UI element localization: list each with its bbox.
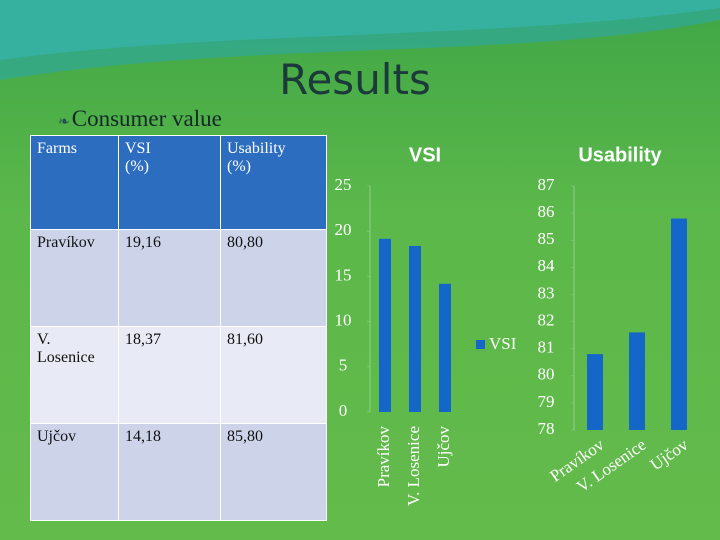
y-tick-label: 82	[538, 310, 555, 329]
y-tick-label: 15	[335, 265, 352, 284]
y-tick-label: 85	[538, 229, 555, 248]
y-tick-label: 10	[335, 311, 352, 330]
bar	[439, 283, 451, 412]
y-tick-label: 78	[538, 419, 555, 438]
table-cell: Pravíkov	[30, 229, 119, 327]
table-row: Pravíkov 19,16 80,80	[30, 229, 327, 327]
data-table: Farms VSI (%) Usability (%) Pravíkov 19,16 80…	[30, 135, 327, 521]
subtitle: ❧Consumer value	[58, 106, 222, 131]
y-tick-label: 80	[538, 365, 555, 384]
y-tick-label: 0	[339, 401, 348, 420]
x-tick-label: Pravíkov	[374, 426, 393, 488]
bar	[409, 245, 421, 412]
y-tick-label: 83	[538, 283, 555, 302]
table-row: V. Losenice 18,37 81,60	[30, 326, 327, 424]
chart-title: Usability	[578, 144, 662, 166]
y-tick-label: 86	[538, 202, 555, 221]
bar	[587, 354, 603, 430]
bar	[379, 238, 391, 412]
table-cell: V. Losenice	[30, 326, 119, 424]
chart-title: VSI	[409, 144, 441, 166]
table-cell: 81,60	[220, 326, 327, 424]
table-cell: 14,18	[118, 423, 221, 521]
y-tick-label: 81	[538, 338, 555, 357]
y-tick-label: 87	[538, 175, 556, 194]
y-tick-label: 20	[335, 220, 352, 239]
legend-label: VSI	[489, 334, 517, 353]
slide-title: Results	[279, 55, 431, 104]
header-swoosh	[0, 0, 720, 80]
table-cell: Ujčov	[30, 423, 119, 521]
y-tick-label: 5	[339, 356, 348, 375]
table-cell: 85,80	[220, 423, 327, 521]
table-cell: 80,80	[220, 229, 327, 327]
x-tick-label: V. Losenice	[404, 426, 423, 506]
y-tick-label: 84	[538, 256, 556, 275]
bar	[629, 332, 645, 430]
table-cell: 18,37	[118, 326, 221, 424]
y-tick-label: 25	[335, 175, 352, 194]
table-row: Ujčov 14,18 85,80	[30, 423, 327, 521]
table-cell: VSI (%)	[118, 135, 221, 230]
y-tick-label: 79	[538, 392, 555, 411]
subtitle-text: Consumer value	[71, 106, 222, 131]
x-tick-label: Ujčov	[434, 426, 453, 468]
table-cell: Usability (%)	[220, 135, 327, 230]
x-tick-label: Ujčov	[647, 435, 692, 475]
table-cell: 19,16	[118, 229, 221, 327]
bar	[671, 218, 687, 430]
legend-swatch	[476, 340, 485, 349]
